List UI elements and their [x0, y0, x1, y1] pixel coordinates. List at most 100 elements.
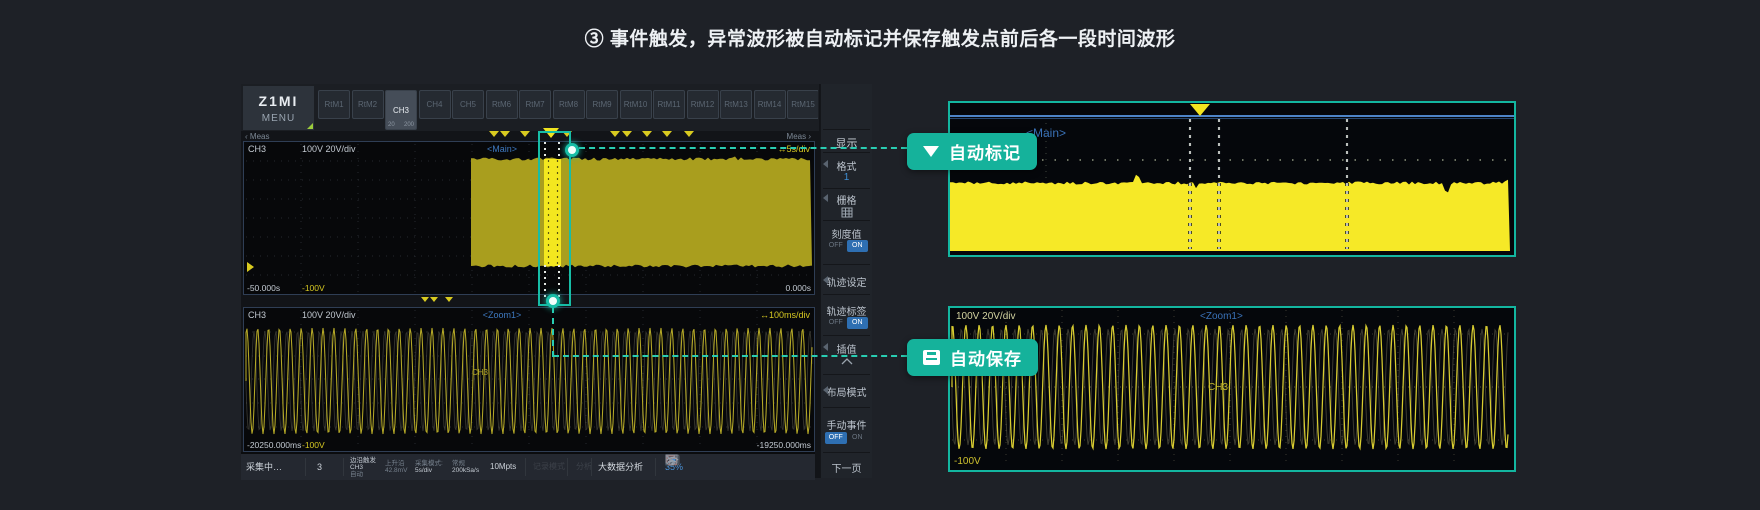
event-marker-icon[interactable] — [519, 131, 530, 137]
main-scale-label: 100V 20V/div — [302, 144, 356, 154]
chevron-left-icon — [823, 160, 828, 168]
event-marker-icon[interactable] — [622, 131, 633, 137]
chevron-left-icon: ‹ — [245, 132, 248, 141]
tab-ch3[interactable]: CH3 20 200 — [385, 90, 417, 130]
event-count: 3 — [317, 462, 323, 472]
zoom-trace-label: CH3 — [472, 368, 489, 377]
tab-rtm7[interactable]: RtM7 — [519, 90, 551, 119]
sidebar-item-5[interactable]: 轨迹标签 — [826, 307, 867, 318]
grid-icon — [841, 205, 853, 223]
callout-dashed-line-vertical — [552, 307, 554, 357]
zoomed-zoom1-panel: 100V 20V/div <Zoom1> CH3 -100V — [948, 306, 1516, 472]
marked-event-box[interactable] — [538, 131, 571, 306]
sidebar-value: 1 — [843, 172, 850, 183]
save-icon — [923, 350, 940, 365]
auto-mark-callout[interactable]: 自动标记 — [907, 133, 1037, 170]
chevron-left-icon — [823, 194, 828, 202]
record-length: 10Mpts — [490, 462, 517, 471]
event-marker-icon[interactable] — [642, 131, 653, 137]
main-waveform-area: CH3 100V 20V/div <Main> ↔5s/div -50.000s… — [243, 141, 815, 295]
event-marker-icon[interactable] — [662, 131, 673, 137]
acquisition-status: 采集中… — [246, 462, 283, 472]
sidebar-item-9[interactable]: 下一页 — [831, 464, 862, 475]
tab-ch4[interactable]: CH4 — [418, 90, 451, 119]
sidebar-item-1[interactable]: 格式 — [836, 162, 857, 173]
zoom-time-left: -20250.000ms — [247, 440, 302, 450]
tab-ch5[interactable]: CH5 — [452, 90, 484, 119]
main-volt-label: -100V — [302, 283, 325, 293]
event-marker-icon[interactable] — [610, 131, 621, 137]
panel-zoom-trace-label: CH3 — [1208, 382, 1229, 393]
event-marker-icon[interactable] — [683, 131, 694, 137]
menu-button[interactable]: MENU — [261, 113, 296, 124]
zoom-timebase-label: ↔100ms/div — [759, 310, 810, 320]
main-channel-label: CH3 — [248, 144, 267, 154]
sample-mode: 常规 200kSa/s — [452, 460, 480, 474]
tab-rtm15[interactable]: RtM15 — [787, 90, 818, 119]
tab-rtm8[interactable]: RtM8 — [552, 90, 585, 119]
event-cursor-dots — [558, 142, 560, 159]
event-marker-icon[interactable] — [488, 131, 499, 137]
meas-label-right[interactable]: Meas — [786, 132, 807, 141]
channel-tabs: RtM1 RtM2 CH3 20 200 CH4 CH5 RtM6 RtM7 RtM8 RtM9 Rt… — [318, 87, 818, 130]
tab-rtm13[interactable]: RtM13 — [720, 90, 752, 119]
main-time-right: 0.000s — [785, 283, 811, 293]
tab-rtm10[interactable]: RtM10 — [619, 90, 652, 119]
auto-save-callout[interactable]: 自动保存 — [907, 339, 1038, 376]
brand-logo: Z1MI MENU — [243, 86, 314, 130]
corner-indicator-icon — [307, 123, 313, 129]
zoom-channel-label: CH3 — [248, 310, 267, 320]
tab-rtm1[interactable]: RtM1 — [318, 90, 350, 119]
tab-rtm11[interactable]: RtM11 — [653, 90, 685, 119]
dim-mode-label: 记录模式 — [533, 462, 565, 471]
callout-anchor-dot-2 — [546, 294, 560, 308]
panel-zoom-scale-label: 100V 20V/div — [956, 311, 1016, 322]
zoom-waveform-area: CH3 100V 20V/div <Zoom1> ↔100ms/div CH3 … — [243, 307, 815, 452]
event-marker-icon[interactable] — [543, 128, 560, 138]
top-rail-line — [950, 115, 1514, 117]
panel-zoom-window-label: <Zoom1> — [1200, 311, 1243, 322]
callout-dashed-line-2 — [553, 355, 907, 357]
sidebar-item-8[interactable]: 手动事件 — [826, 421, 867, 432]
scope-sidebar: 显示 格式 1 栅格 刻度值 OFF ON 轨迹设定 轨迹标签 OFF ON 插值 布局模式 手动事件 OF… — [820, 84, 872, 478]
sidebar-item-6[interactable]: 插值 — [836, 345, 857, 356]
event-marker-icon[interactable] — [561, 131, 572, 137]
meas-bar: ‹ Meas Meas › — [243, 132, 813, 141]
wifi-icon[interactable] — [665, 454, 680, 466]
main-time-left: -50.000s — [247, 283, 281, 293]
sidebar-item-3[interactable]: 刻度值 — [831, 230, 862, 241]
tab-rtm9[interactable]: RtM9 — [586, 90, 618, 119]
tab-rtm2[interactable]: RtM2 — [351, 90, 384, 119]
手动事件-toggle[interactable]: OFF ON — [825, 432, 868, 444]
sidebar-item-4[interactable]: 轨迹设定 — [826, 278, 867, 289]
callout-anchor-dot — [565, 143, 579, 157]
edge-info: 上升沿 42.8mV — [385, 460, 408, 474]
interpolation-icon — [841, 354, 853, 372]
zoomed-main-panel: <Main> — [948, 101, 1516, 257]
event-marker-icon[interactable] — [500, 131, 511, 137]
chevron-left-icon — [823, 276, 828, 284]
zoom-volt-label: -100V — [302, 440, 325, 450]
tab-rtm6[interactable]: RtM6 — [485, 90, 518, 119]
chevron-right-icon: › — [808, 132, 811, 141]
big-data-analysis-button[interactable]: 大数据分析 — [598, 462, 644, 472]
trigger-level-arrow-icon[interactable] — [247, 262, 254, 272]
meas-label-left[interactable]: Meas — [249, 132, 270, 141]
event-cursor-dots — [544, 142, 546, 159]
zoom-time-right: -19250.000ms — [756, 440, 811, 450]
scope-topbar: Z1MI MENU RtM1 RtM2 CH3 20 200 CH4 CH5 RtM6 RtM7… — [241, 84, 868, 131]
轨迹标签-toggle[interactable]: OFF ON — [825, 317, 868, 329]
trigger-info: 边沿触发 CH3 自动 — [350, 457, 376, 478]
main-window-label: <Main> — [486, 144, 518, 154]
auto-mark-label: 自动标记 — [949, 144, 1021, 163]
tab-rtm12[interactable]: RtM12 — [686, 90, 719, 119]
chevron-left-icon — [823, 386, 828, 394]
battery-percent: 35% — [665, 462, 684, 472]
刻度值-toggle[interactable]: OFF ON — [825, 240, 868, 252]
zoom-event-marker-icon — [429, 297, 438, 302]
sidebar-item-2[interactable]: 栅格 — [836, 196, 857, 207]
acquire-mode: 采集模式: 5s/div — [415, 460, 443, 474]
tab-rtm14[interactable]: RtM14 — [753, 90, 786, 119]
sidebar-item-7[interactable]: 布局模式 — [826, 388, 867, 399]
event-cursor-dots — [558, 265, 560, 301]
